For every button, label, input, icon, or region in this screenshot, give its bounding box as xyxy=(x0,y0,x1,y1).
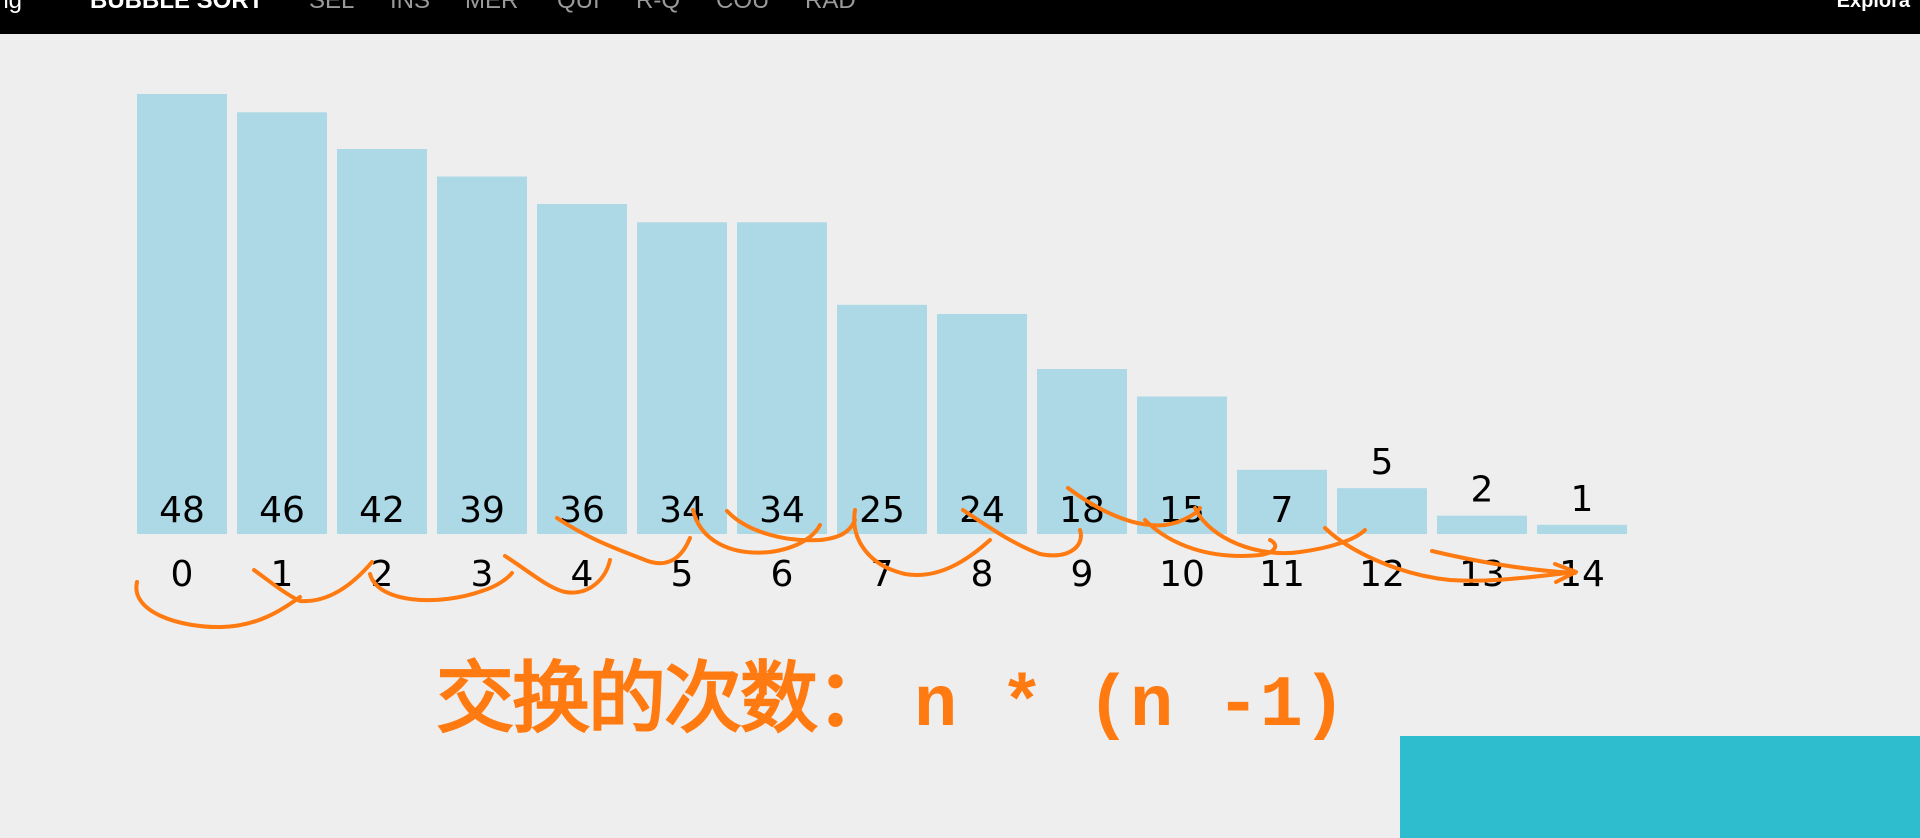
bar-value-label: 7 xyxy=(1271,490,1294,531)
bar-value-label: 48 xyxy=(159,490,205,531)
bar-index-label: 10 xyxy=(1159,554,1205,595)
bar-value-label: 24 xyxy=(959,490,1005,531)
bar-0 xyxy=(137,94,227,534)
bar-value-label: 5 xyxy=(1371,442,1394,483)
bar-value-label: 42 xyxy=(359,490,405,531)
bar-index-label: 11 xyxy=(1259,554,1305,595)
bar-index-label: 4 xyxy=(571,554,594,595)
bar-12 xyxy=(1337,488,1427,534)
bar-1 xyxy=(237,112,327,534)
bar-4 xyxy=(537,204,627,534)
bar-14 xyxy=(1537,524,1627,534)
formula-expression: n * (n -1) xyxy=(914,665,1347,747)
formula-chinese-label: 交换的次数： xyxy=(436,654,894,744)
bar-value-label: 34 xyxy=(659,490,705,531)
nav-item-ins[interactable]: INS xyxy=(390,0,431,14)
bar-index-label: 8 xyxy=(971,554,994,595)
bar-7 xyxy=(837,304,927,534)
bar-value-label: 46 xyxy=(259,490,305,531)
bar-index-label: 13 xyxy=(1459,554,1505,595)
nav-exploration-link[interactable]: Explora xyxy=(1836,0,1910,12)
nav-item-partial[interactable]: ing xyxy=(0,0,23,14)
bar-value-label: 18 xyxy=(1059,490,1105,531)
bar-value-label: 34 xyxy=(759,490,805,531)
bar-index-label: 12 xyxy=(1359,554,1405,595)
bar-index-label: 1 xyxy=(271,554,294,595)
nav-item-rad[interactable]: RAD xyxy=(805,0,856,14)
bar-8 xyxy=(937,314,1027,534)
nav-item-sel[interactable]: SEL xyxy=(309,0,355,14)
bar-index-label: 0 xyxy=(171,554,194,595)
bar-value-label: 15 xyxy=(1159,490,1205,531)
bar-13 xyxy=(1437,515,1527,534)
bar-6 xyxy=(737,222,827,535)
nav-item-mer[interactable]: MER xyxy=(465,0,519,14)
bar-index-label: 6 xyxy=(771,554,794,595)
bar-index-label: 3 xyxy=(471,554,494,595)
bar-value-label: 2 xyxy=(1471,470,1494,511)
nav-item-bubble-sort[interactable]: BUBBLE SORT xyxy=(90,0,264,14)
bar-value-label: 25 xyxy=(859,490,905,531)
accent-panel xyxy=(1400,736,1920,838)
bar-index-label: 2 xyxy=(371,554,394,595)
bar-2 xyxy=(337,149,427,534)
bar-index-label: 5 xyxy=(671,554,694,595)
bar-value-label: 36 xyxy=(559,490,605,531)
nav-item-qui[interactable]: QUI xyxy=(557,0,600,14)
bar-index-label: 9 xyxy=(1071,554,1094,595)
swap-count-formula: 交换的次数： n * (n -1) xyxy=(436,636,1346,747)
bar-value-label: 1 xyxy=(1571,479,1594,520)
bar-3 xyxy=(437,176,527,534)
bar-5 xyxy=(637,222,727,535)
bar-index-label: 14 xyxy=(1559,554,1605,595)
bar-value-label: 39 xyxy=(459,490,505,531)
nav-item-r-q[interactable]: R-Q xyxy=(636,0,680,14)
bar-index-label: 7 xyxy=(871,554,894,595)
top-nav-bar: ing BUBBLE SORT SEL INS MER QUI R-Q COU … xyxy=(0,0,1920,34)
nav-item-cou[interactable]: COU xyxy=(716,0,770,14)
